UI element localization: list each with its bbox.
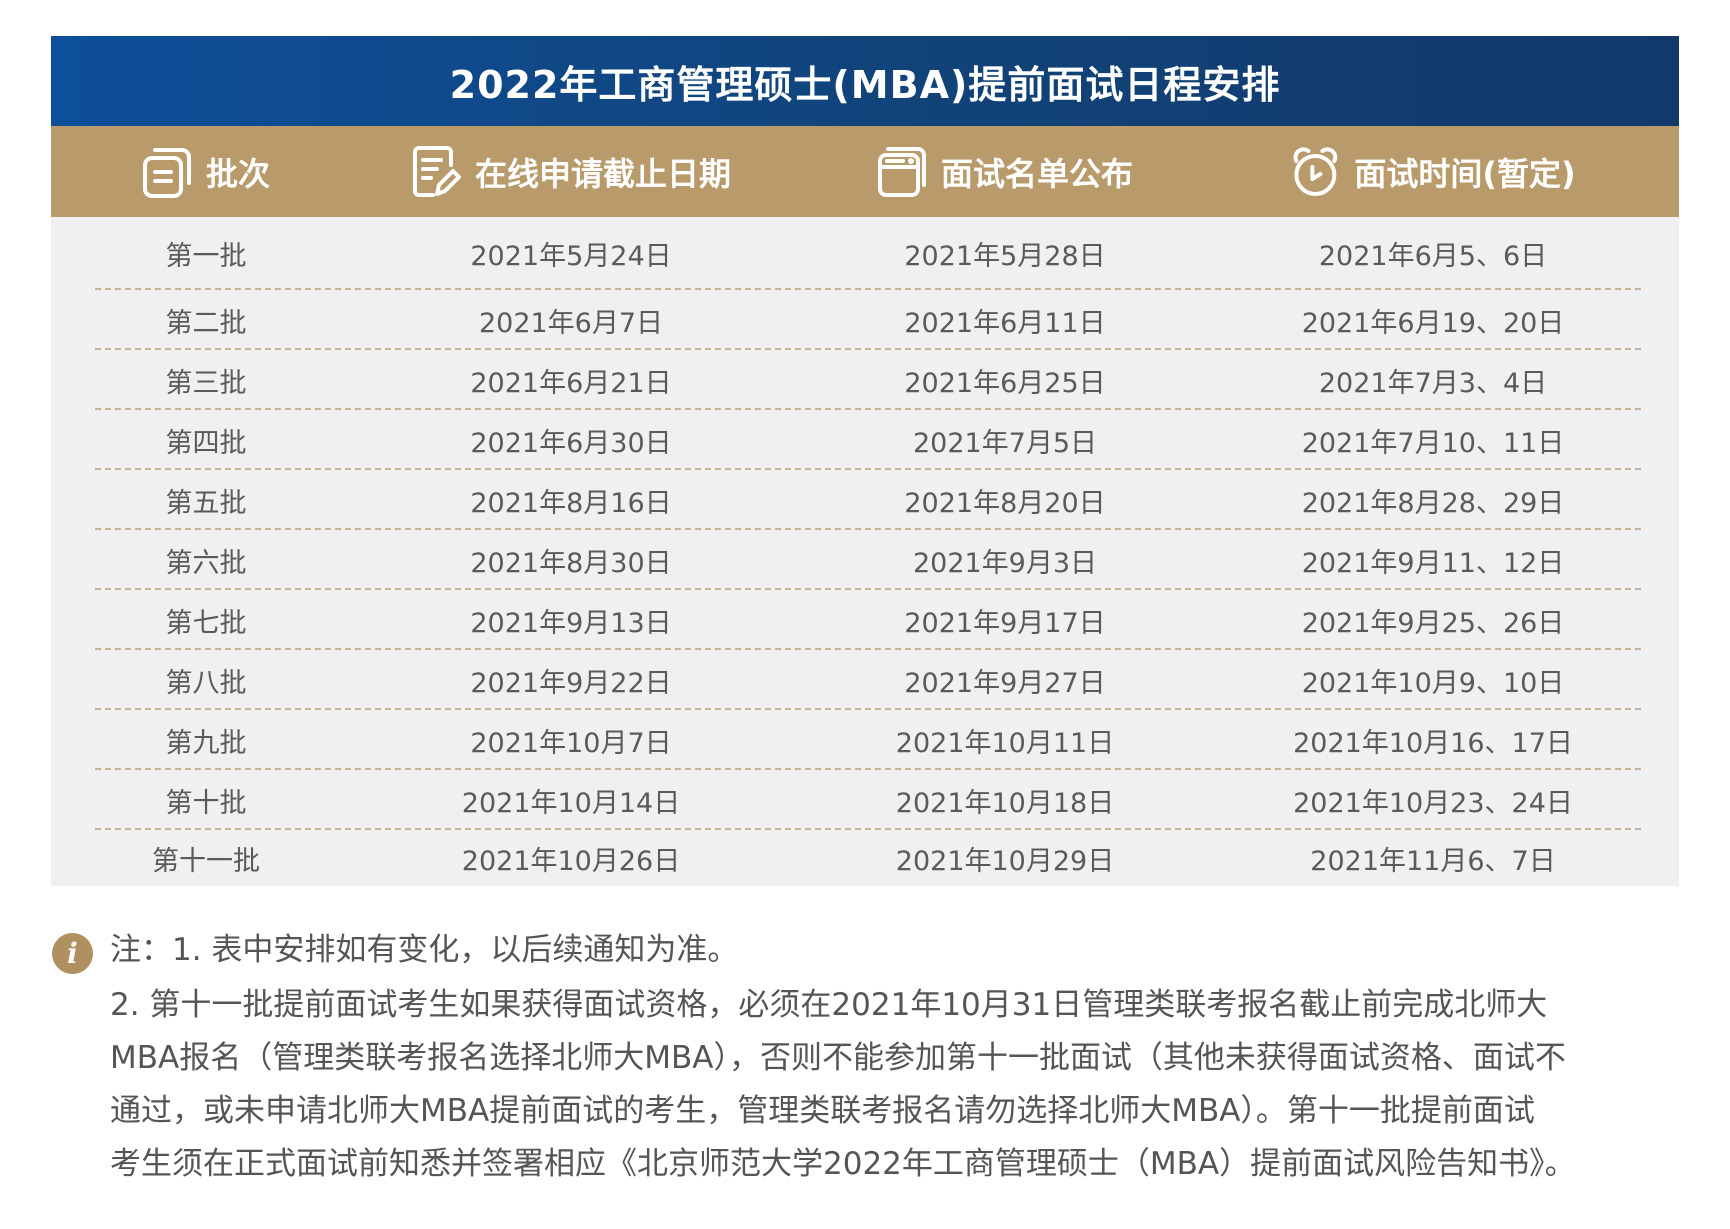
table-row: 第三批 2021年6月21日 2021年6月25日 2021年7月3、4日 (51, 350, 1679, 410)
batch-cell: 第一批 (165, 241, 247, 272)
batch-cell: 第六批 (165, 547, 247, 579)
interview-time-cell: 2021年9月11、12日 (1301, 547, 1565, 579)
row-separator (95, 648, 1641, 650)
deadline-cell: 2021年10月26日 (461, 845, 681, 877)
deadline-cell: 2021年9月22日 (470, 667, 672, 699)
column-header-label: 面试时间(暂定) (1354, 154, 1576, 193)
batch-cell: 第九批 (165, 727, 247, 759)
table-row: 第十批 2021年10月14日 2021年10月18日 2021年10月23、24日 (51, 770, 1679, 830)
deadline-cell: 2021年10月14日 (461, 787, 681, 819)
column-header-label: 在线申请截止日期 (474, 154, 732, 193)
row-separator (95, 408, 1641, 410)
table-row: 第二批 2021年6月7日 2021年6月11日 2021年6月19、20日 (51, 290, 1679, 350)
column-header-label: 批次 (205, 154, 271, 193)
list-published-cell: 2021年6月11日 (904, 307, 1106, 339)
deadline-cell: 2021年6月7日 (478, 307, 664, 339)
list-published-cell: 2021年6月25日 (904, 367, 1106, 399)
stack-list-icon (142, 147, 191, 198)
interview-time-cell: 2021年6月19、20日 (1301, 307, 1565, 339)
table-row: 第一批 2021年5月24日 2021年5月28日 2021年6月5、6日 (51, 217, 1679, 290)
table-body: 第一批 2021年5月24日 2021年5月28日 2021年6月5、6日第二批 202… (51, 217, 1679, 886)
deadline-cell: 2021年6月30日 (470, 427, 672, 459)
deadline-cell: 2021年6月21日 (470, 367, 672, 399)
row-separator (95, 828, 1641, 830)
deadline-cell: 2021年8月16日 (470, 487, 672, 519)
note-line-4: 通过，或未申请北师大MBA提前面试的考生，管理类联考报名请勿选择北师大MBA）。… (110, 1093, 1535, 1129)
table-row: 第十一批 2021年10月26日 2021年10月29日 2021年11月6、7日 (51, 830, 1679, 886)
row-separator (95, 708, 1641, 710)
interview-time-cell: 2021年9月25、26日 (1301, 607, 1565, 639)
table-title-bar: 2022年工商管理硕士(MBA)提前面试日程安排 (51, 36, 1679, 126)
schedule-table: 2022年工商管理硕士(MBA)提前面试日程安排 批次 在线申请截止日期 (51, 36, 1679, 886)
table-title: 2022年工商管理硕士(MBA)提前面试日程安排 (449, 62, 1281, 107)
list-published-cell: 2021年5月28日 (904, 241, 1106, 272)
column-header-list-published: 面试名单公布 (877, 126, 1133, 217)
table-header-row: 批次 在线申请截止日期 面试名单公布 (51, 126, 1679, 217)
browser-window-icon (877, 146, 926, 197)
list-published-cell: 2021年8月20日 (904, 487, 1106, 519)
note-line-3: MBA报名（管理类联考报名选择北师大MBA），否则不能参加第十一批面试（其他未获… (110, 1040, 1566, 1076)
interview-time-cell: 2021年6月5、6日 (1318, 241, 1548, 272)
row-separator (95, 588, 1641, 590)
alarm-clock-icon (1293, 146, 1338, 196)
batch-cell: 第八批 (165, 667, 247, 699)
batch-cell: 第二批 (165, 307, 247, 339)
row-separator (95, 768, 1641, 770)
interview-time-cell: 2021年10月16、17日 (1293, 727, 1573, 759)
deadline-cell: 2021年10月7日 (470, 727, 672, 759)
note-line-2: 2. 第十一批提前面试考生如果获得面试资格，必须在2021年10月31日管理类联… (110, 987, 1548, 1023)
list-published-cell: 2021年10月11日 (895, 727, 1115, 759)
batch-cell: 第五批 (165, 487, 247, 519)
list-published-cell: 2021年10月18日 (895, 787, 1115, 819)
table-row: 第九批 2021年10月7日 2021年10月11日 2021年10月16、17日 (51, 710, 1679, 770)
table-row: 第八批 2021年9月22日 2021年9月27日 2021年10月9、10日 (51, 650, 1679, 710)
deadline-cell: 2021年8月30日 (470, 547, 672, 579)
note-line-1: 注：1. 表中安排如有变化，以后续通知为准。 (110, 932, 739, 968)
note-line-5: 考生须在正式面试前知悉并签署相应《北京师范大学2022年工商管理硕士（MBA）提… (110, 1146, 1576, 1182)
deadline-cell: 2021年9月13日 (470, 607, 672, 639)
column-header-label: 面试名单公布 (940, 154, 1134, 193)
list-published-cell: 2021年9月17日 (904, 607, 1106, 639)
table-row: 第四批 2021年6月30日 2021年7月5日 2021年7月10、11日 (51, 410, 1679, 470)
batch-cell: 第三批 (165, 367, 247, 399)
row-separator (95, 288, 1641, 290)
interview-time-cell: 2021年7月10、11日 (1301, 427, 1565, 459)
interview-time-cell: 2021年8月28、29日 (1301, 487, 1565, 519)
batch-cell: 第四批 (165, 427, 247, 459)
batch-cell: 第七批 (165, 607, 247, 639)
row-separator (95, 528, 1641, 530)
batch-cell: 第十一批 (152, 845, 260, 877)
table-row: 第五批 2021年8月16日 2021年8月20日 2021年8月28、29日 (51, 470, 1679, 530)
deadline-cell: 2021年5月24日 (470, 241, 672, 272)
interview-time-cell: 2021年10月9、10日 (1301, 667, 1565, 699)
column-header-interview-time: 面试时间(暂定) (1290, 126, 1576, 217)
column-header-batch: 批次 (142, 126, 270, 217)
row-separator (95, 468, 1641, 470)
info-icon: i (52, 933, 93, 974)
interview-time-cell: 2021年10月23、24日 (1293, 787, 1573, 819)
list-published-cell: 2021年9月27日 (904, 667, 1106, 699)
table-row: 第六批 2021年8月30日 2021年9月3日 2021年9月11、12日 (51, 530, 1679, 590)
interview-time-cell: 2021年11月6、7日 (1310, 845, 1556, 877)
list-published-cell: 2021年10月29日 (895, 845, 1115, 877)
table-row: 第七批 2021年9月13日 2021年9月17日 2021年9月25、26日 (51, 590, 1679, 650)
list-published-cell: 2021年9月3日 (912, 547, 1098, 579)
row-separator (95, 348, 1641, 350)
interview-time-cell: 2021年7月3、4日 (1318, 367, 1548, 399)
batch-cell: 第十批 (165, 787, 247, 819)
document-edit-icon (412, 145, 461, 197)
list-published-cell: 2021年7月5日 (912, 427, 1098, 459)
column-header-deadline: 在线申请截止日期 (411, 126, 731, 217)
